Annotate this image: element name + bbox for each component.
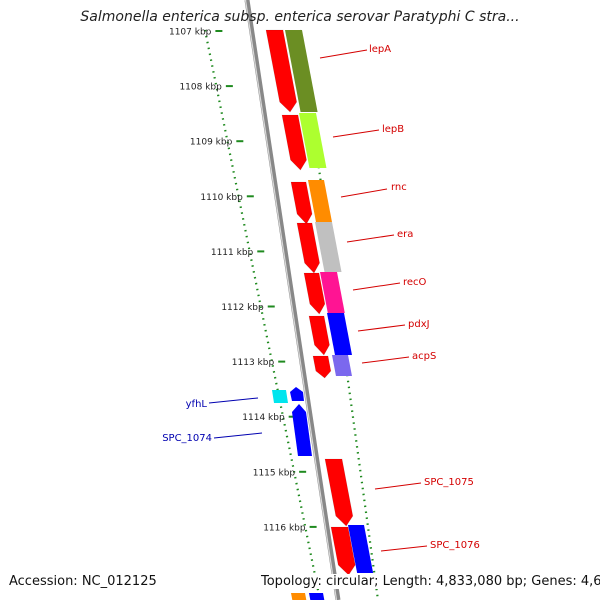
gene-label-era: era	[397, 229, 413, 240]
gene-label-leader	[319, 49, 368, 59]
feature-group	[265, 29, 374, 600]
kbp-tick-label: 1116 kbp	[263, 523, 306, 533]
accession-text: Accession: NC_012125	[7, 574, 159, 589]
gene-arrow-yfhL	[290, 387, 304, 401]
gene-label-SPC_1076: SPC_1076	[430, 540, 480, 551]
gene-label-group: lepA lepB rnc era recO pdxJ acpS yfhL SPC_1074 SP…	[162, 44, 480, 552]
gene-label-leader	[332, 129, 380, 138]
page-title: Salmonella enterica subsp. enterica sero…	[80, 9, 520, 25]
cog-bar-acpS	[332, 355, 352, 376]
kbp-tick-label: 1114 kbp	[242, 413, 285, 423]
gene-label-pdxJ: pdxJ	[408, 319, 430, 330]
gene-arrow-rnc	[290, 181, 313, 225]
kbp-tick-label: 1113 kbp	[232, 358, 275, 368]
gene-arrow-era	[296, 222, 320, 274]
gene-arrow-lepA	[265, 29, 297, 113]
tick-rail-left	[203, 29, 322, 600]
gene-label-leader	[213, 432, 263, 439]
gene-arrow-SPC_1076	[330, 526, 356, 576]
kbp-tick-label: 1109 kbp	[190, 138, 233, 148]
backbone-group	[244, 0, 341, 600]
gene-label-lepA: lepA	[369, 44, 391, 55]
gene-label-leader	[357, 324, 406, 332]
gene-label-leader	[346, 234, 395, 243]
gene-arrow-pdxJ	[308, 315, 330, 356]
gene-arrow-SPC_1074	[292, 404, 312, 456]
kbp-tick-label: 1107 kbp	[169, 28, 212, 38]
gene-arrow-lepB	[281, 114, 307, 171]
kbp-tick-label: 1112 kbp	[221, 303, 264, 313]
kbp-tick-label: 1115 kbp	[253, 468, 296, 478]
cog-bar-partial-1	[291, 593, 307, 600]
gene-label-SPC_1074: SPC_1074	[162, 433, 212, 444]
kbp-tick-label: 1110 kbp	[200, 193, 243, 203]
gene-label-leader	[380, 545, 428, 552]
cog-bar-pdxJ	[327, 313, 352, 355]
gene-label-leader	[361, 356, 410, 364]
gene-label-yfhL: yfhL	[186, 399, 208, 410]
cog-bar-era	[315, 222, 342, 272]
gene-label-SPC_1075: SPC_1075	[424, 477, 474, 488]
gene-label-leader	[352, 282, 401, 291]
gene-label-acpS: acpS	[412, 351, 436, 362]
gene-label-leader	[374, 482, 422, 490]
genome-backbone-highlight	[244, 0, 338, 600]
kbp-tick-label: 1111 kbp	[211, 248, 254, 258]
gene-arrow-SPC_1075	[324, 458, 354, 527]
topology-text: Topology: circular; Length: 4,833,080 bp…	[259, 574, 600, 589]
genome-backbone	[244, 0, 341, 600]
kbp-tick-label: 1108 kbp	[179, 83, 222, 93]
gene-label-recO: recO	[403, 277, 427, 288]
gene-label-leader	[208, 397, 259, 404]
gene-label-leader	[340, 188, 388, 198]
cog-bar-rnc	[308, 180, 332, 222]
cog-bar-yfhL	[272, 390, 288, 403]
cog-bar-recO	[320, 272, 345, 313]
gene-arrow-acpS	[312, 355, 332, 379]
gene-arrow-recO	[303, 272, 326, 315]
cog-bar-lepB	[299, 113, 327, 168]
gene-label-rnc: rnc	[391, 182, 407, 193]
gene-arrow-partial-2	[309, 593, 325, 600]
cog-bar-SPC_1076	[348, 525, 374, 573]
gene-label-lepB: lepB	[382, 124, 404, 135]
cog-bar-lepA	[285, 30, 318, 112]
